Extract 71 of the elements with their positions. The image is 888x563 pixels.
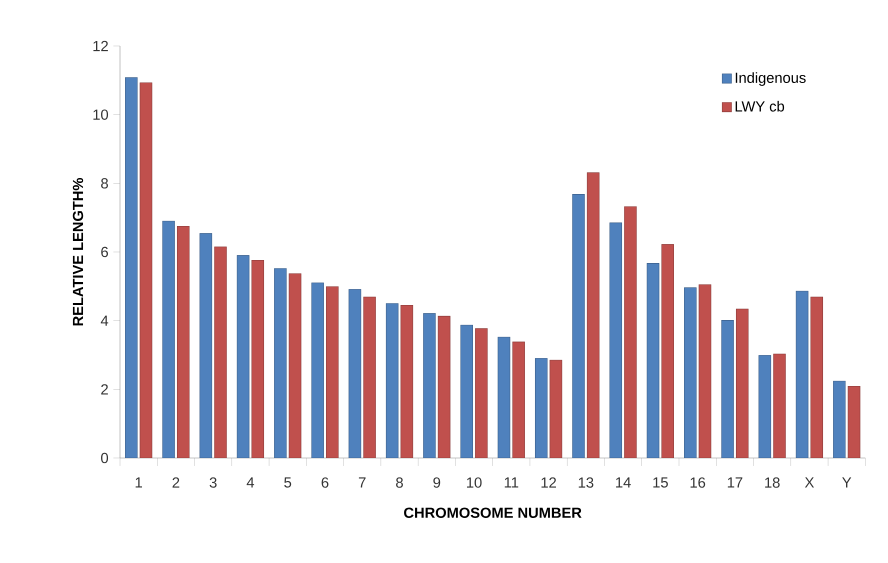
x-tick-label: 8 — [396, 477, 403, 488]
x-tick-label: X — [804, 477, 814, 488]
bar — [200, 233, 212, 458]
bar — [833, 380, 846, 458]
bar — [176, 226, 190, 458]
y-tick-label: 2 — [101, 384, 108, 394]
x-tick-label: 10 — [466, 477, 482, 488]
bar — [475, 328, 488, 458]
bar — [646, 263, 660, 458]
x-axis-title: CHROMOSOME NUMBER — [404, 508, 582, 518]
bar — [624, 206, 637, 458]
bar — [438, 316, 450, 458]
x-tick-label: 14 — [616, 477, 631, 488]
x-tick-label: 4 — [246, 477, 254, 488]
bar — [140, 82, 152, 458]
bar — [348, 289, 362, 458]
bar — [848, 386, 860, 458]
bar — [661, 244, 674, 458]
bar — [610, 222, 622, 458]
x-tick-label: 7 — [358, 477, 366, 488]
x-tick-label: 6 — [322, 477, 328, 488]
legend-label: LWY cb — [736, 100, 784, 112]
x-tick-label: 15 — [653, 477, 668, 488]
bar — [214, 246, 227, 458]
bar — [460, 324, 473, 458]
x-tick-label: 13 — [578, 477, 594, 488]
bar — [125, 77, 138, 458]
y-tick-label: 0 — [101, 452, 108, 464]
bar — [721, 320, 734, 458]
bar — [423, 313, 436, 458]
y-tick-label: 10 — [93, 109, 108, 120]
bar — [572, 194, 585, 458]
bar — [550, 360, 562, 458]
bar — [586, 172, 600, 458]
bar — [758, 355, 772, 458]
y-tick-label: 12 — [93, 40, 108, 52]
x-tick-label: 9 — [433, 477, 440, 488]
bar — [274, 268, 287, 458]
x-tick-label: 5 — [284, 477, 292, 488]
y-tick-label: 8 — [101, 178, 108, 189]
y-tick-label: 4 — [100, 316, 108, 326]
bar — [810, 296, 824, 458]
bar — [512, 342, 525, 458]
x-tick-label: 18 — [765, 477, 780, 488]
bar — [236, 255, 250, 458]
bar — [534, 358, 548, 458]
y-axis-title: RELATIVE LENGTH% — [72, 178, 84, 326]
x-tick-label: 3 — [210, 477, 217, 488]
bar — [311, 282, 324, 458]
bar — [698, 284, 712, 458]
bar — [363, 296, 376, 458]
x-tick-label: 11 — [504, 477, 518, 488]
legend-label: Indigenous — [736, 72, 806, 86]
x-tick-label: 16 — [690, 477, 706, 488]
bar — [400, 304, 414, 458]
x-tick-label: 1 — [136, 477, 142, 488]
bar — [684, 287, 697, 458]
bar — [386, 303, 398, 458]
bar — [773, 354, 786, 458]
x-tick-label: 17 — [728, 477, 742, 488]
bar — [252, 260, 264, 458]
bar — [326, 286, 339, 458]
bar — [162, 220, 175, 458]
bar — [288, 273, 302, 458]
x-tick-label: 2 — [172, 477, 180, 488]
bar — [736, 308, 749, 458]
bar — [796, 290, 808, 458]
bar — [498, 336, 510, 458]
x-tick-label: Y — [842, 477, 852, 488]
y-tick-label: 6 — [101, 246, 108, 258]
x-tick-label: 12 — [542, 477, 556, 488]
